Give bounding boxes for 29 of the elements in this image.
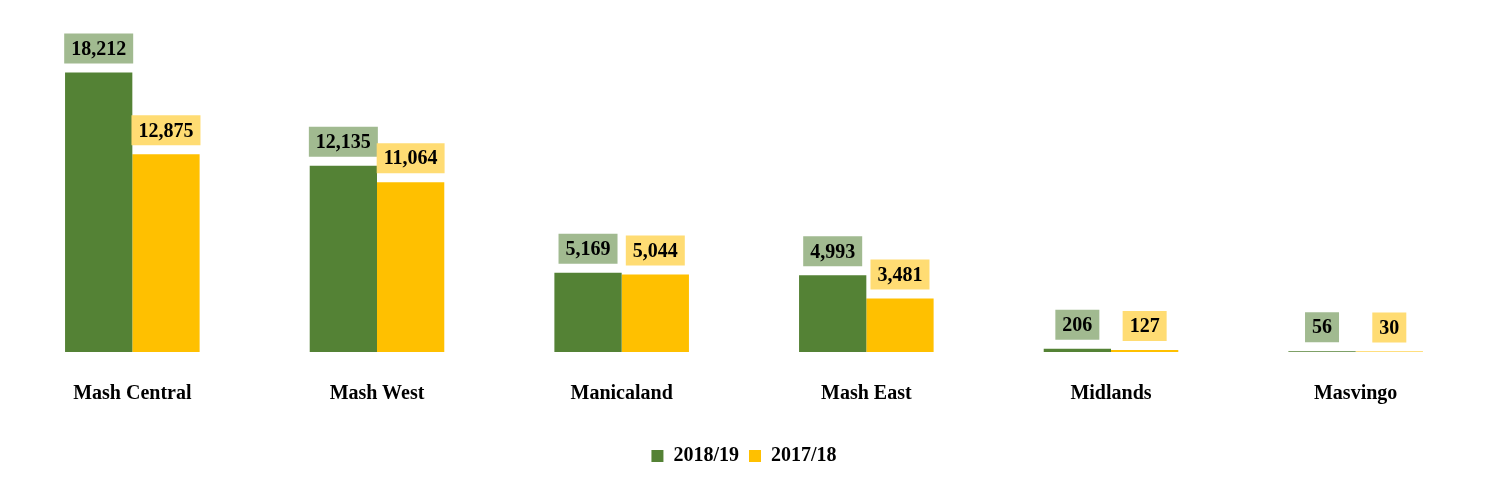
x-tick-label: Mash Central (73, 381, 192, 404)
data-label: 11,064 (383, 146, 438, 169)
data-label: 3,481 (877, 262, 923, 285)
data-label: 4,993 (810, 239, 856, 262)
data-label: 12,135 (315, 129, 371, 152)
bar (1043, 348, 1111, 352)
bar (65, 72, 133, 352)
x-tick-label: Mash East (821, 381, 912, 404)
data-label: 5,169 (565, 236, 611, 259)
data-label: 56 (1312, 315, 1333, 338)
x-tick-label: Mash West (329, 381, 425, 404)
x-tick-label: Midlands (1070, 381, 1152, 404)
bar (377, 182, 445, 352)
bar (309, 165, 377, 352)
bar (554, 272, 622, 352)
legend-label: 2017/18 (771, 443, 837, 466)
x-tick-label: Manicaland (570, 381, 673, 404)
data-label: 18,212 (71, 36, 127, 59)
x-tick-label: Masvingo (1313, 381, 1398, 405)
legend-label: 2018/19 (673, 443, 740, 466)
bar (866, 298, 934, 352)
data-label: 30 (1379, 315, 1400, 338)
bar (799, 275, 867, 352)
data-label: 5,044 (632, 238, 678, 261)
bar (132, 154, 200, 352)
data-label: 12,875 (138, 118, 194, 141)
data-label: 127 (1129, 314, 1160, 337)
data-label: 206 (1062, 313, 1093, 336)
bar (621, 274, 689, 352)
